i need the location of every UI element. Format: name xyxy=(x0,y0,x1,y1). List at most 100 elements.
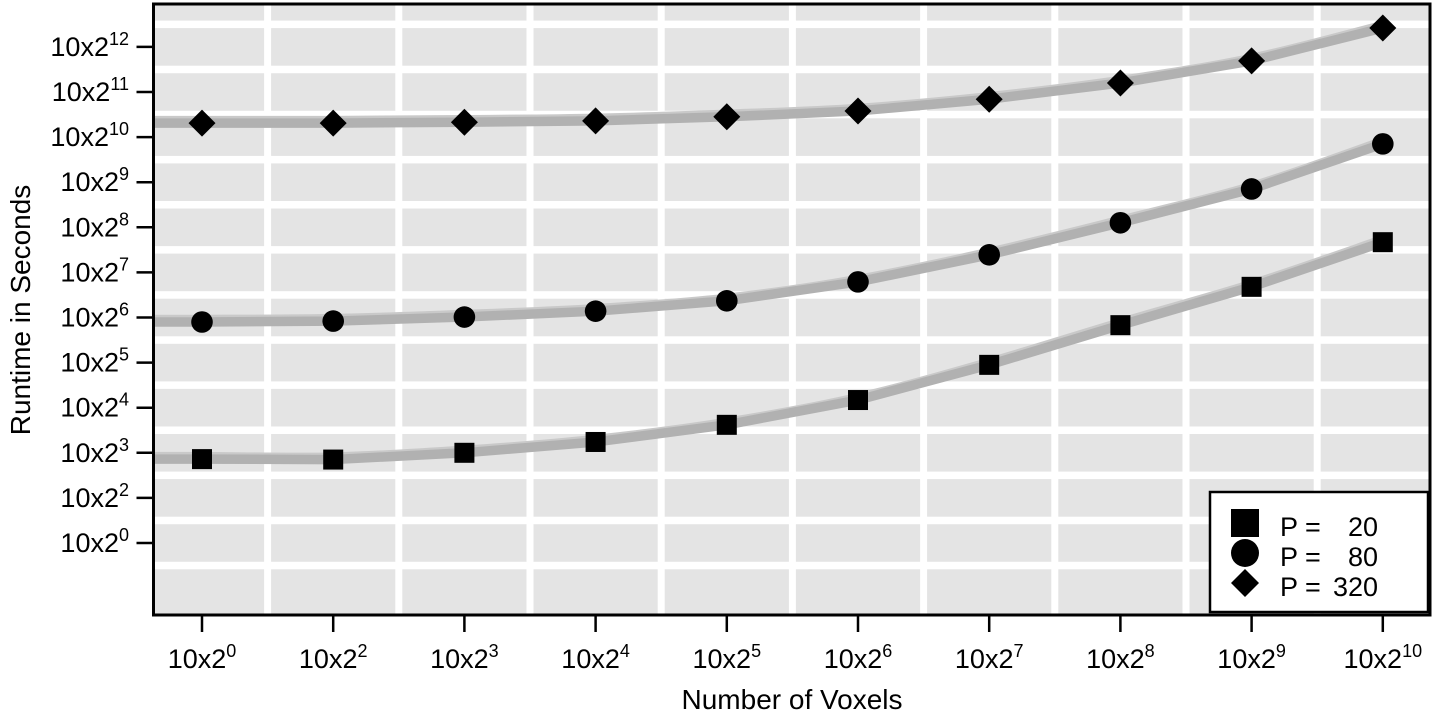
y-tick-label: 10x23 xyxy=(60,435,129,468)
tick-exponent: 9 xyxy=(1276,641,1286,661)
series-markers-diamond xyxy=(188,14,1397,137)
data-point-square xyxy=(192,449,212,470)
v-gridline xyxy=(788,4,796,615)
y-tick-label: 10x27 xyxy=(60,254,129,287)
legend-diamond-icon xyxy=(1231,569,1259,597)
y-tick-label: 10x28 xyxy=(60,209,129,242)
data-point-square xyxy=(454,442,475,463)
tick-exponent: 2 xyxy=(119,480,129,500)
data-point-circle xyxy=(716,290,738,312)
tick-exponent: 2 xyxy=(357,641,367,661)
legend-circle-icon xyxy=(1231,539,1259,567)
data-point-circle xyxy=(191,311,213,333)
y-tick-label: 10x210 xyxy=(50,119,129,152)
tick-exponent: 6 xyxy=(882,641,892,661)
tick-exponent: 0 xyxy=(226,641,236,661)
x-tick-label: 10x26 xyxy=(824,641,893,674)
y-tick-label: 10x22 xyxy=(60,480,129,513)
tick-exponent: 12 xyxy=(109,29,129,49)
data-point-diamond xyxy=(713,103,741,131)
tick-exponent: 3 xyxy=(489,641,499,661)
x-tick-label: 10x27 xyxy=(955,641,1024,674)
data-point-square xyxy=(1241,276,1262,297)
axes-layer: 10x20 10x22 10x23 10x24 10x25 10x26 10x27 10x28… xyxy=(50,2,1432,674)
legend-label: P = xyxy=(1280,512,1321,542)
tick-exponent: 7 xyxy=(1013,641,1023,661)
series-markers-circle xyxy=(191,133,1394,333)
legend-value: 80 xyxy=(1348,542,1378,572)
tick-exponent: 0 xyxy=(119,525,129,545)
data-point-square xyxy=(716,414,737,435)
series-layer xyxy=(153,14,1397,470)
tick-exponent: 3 xyxy=(119,435,129,455)
data-point-diamond xyxy=(188,109,216,137)
v-gridline xyxy=(395,4,403,615)
tick-exponent: 5 xyxy=(119,345,129,365)
y-tick-label: 10x24 xyxy=(60,390,129,423)
data-point-square xyxy=(323,449,344,470)
tick-exponent: 10 xyxy=(109,119,129,139)
x-tick-label: 10x23 xyxy=(430,641,499,674)
legend: P = 20 P = 80 P = 320 xyxy=(1208,490,1430,614)
data-point-circle xyxy=(1109,211,1132,234)
data-point-square xyxy=(1372,232,1393,253)
tick-exponent: 10 xyxy=(1402,641,1422,661)
tick-exponent: 4 xyxy=(620,641,630,661)
tick-exponent: 6 xyxy=(119,300,129,320)
x-tick-label: 10x25 xyxy=(693,641,762,674)
y-tick-label: 10x211 xyxy=(52,74,129,107)
data-point-diamond xyxy=(319,109,347,137)
x-tick-label: 10x24 xyxy=(561,641,630,674)
data-point-circle xyxy=(453,306,476,328)
y-tick-label: 10x29 xyxy=(60,164,129,197)
v-gridline xyxy=(1051,4,1059,615)
series-markers-square xyxy=(192,232,1393,470)
data-point-circle xyxy=(584,300,607,322)
y-tick-label: 10x26 xyxy=(60,300,129,333)
data-point-square xyxy=(585,431,606,452)
data-point-square xyxy=(1110,315,1131,336)
data-point-diamond xyxy=(450,108,478,136)
legend-square-icon xyxy=(1231,509,1259,537)
data-point-circle xyxy=(322,310,345,332)
legend-label: P = xyxy=(1280,542,1321,572)
data-point-circle xyxy=(978,244,1000,266)
data-point-square xyxy=(979,354,1000,375)
tick-exponent: 8 xyxy=(119,209,129,229)
data-point-diamond xyxy=(582,107,610,135)
data-point-diamond xyxy=(844,97,872,125)
data-point-diamond xyxy=(1238,47,1266,75)
y-tick-label: 10x20 xyxy=(60,525,129,558)
tick-exponent: 8 xyxy=(1145,641,1155,661)
y-axis-title: Runtime in Seconds xyxy=(5,185,36,436)
data-point-circle xyxy=(1240,178,1263,200)
data-point-circle xyxy=(847,271,869,293)
data-point-diamond xyxy=(975,85,1003,113)
legend-value: 20 xyxy=(1348,512,1378,542)
y-tick-label: 10x212 xyxy=(50,29,129,62)
x-tick-label: 10x29 xyxy=(1217,641,1286,674)
legend-value: 320 xyxy=(1333,572,1378,602)
v-gridline xyxy=(920,4,928,615)
data-point-diamond xyxy=(1369,14,1397,42)
tick-exponent: 7 xyxy=(119,254,129,274)
x-tick-label: 10x22 xyxy=(299,641,368,674)
data-point-square xyxy=(848,390,868,411)
x-axis-title: Number of Voxels xyxy=(682,684,903,715)
tick-exponent: 9 xyxy=(119,164,129,184)
x-tick-label: 10x28 xyxy=(1086,641,1155,674)
v-gridline xyxy=(1313,4,1321,615)
tick-exponent: 5 xyxy=(751,641,761,661)
panel-border xyxy=(152,2,1432,617)
legend-label: P = xyxy=(1280,572,1321,602)
data-point-circle xyxy=(1372,133,1394,155)
v-gridline xyxy=(264,4,272,615)
y-tick-label: 10x25 xyxy=(60,345,129,378)
x-tick-label: 10x210 xyxy=(1344,641,1423,674)
tick-exponent: 11 xyxy=(110,74,129,94)
x-tick-label: 10x20 xyxy=(168,641,237,674)
tick-exponent: 4 xyxy=(119,390,129,410)
data-point-diamond xyxy=(1106,69,1134,97)
